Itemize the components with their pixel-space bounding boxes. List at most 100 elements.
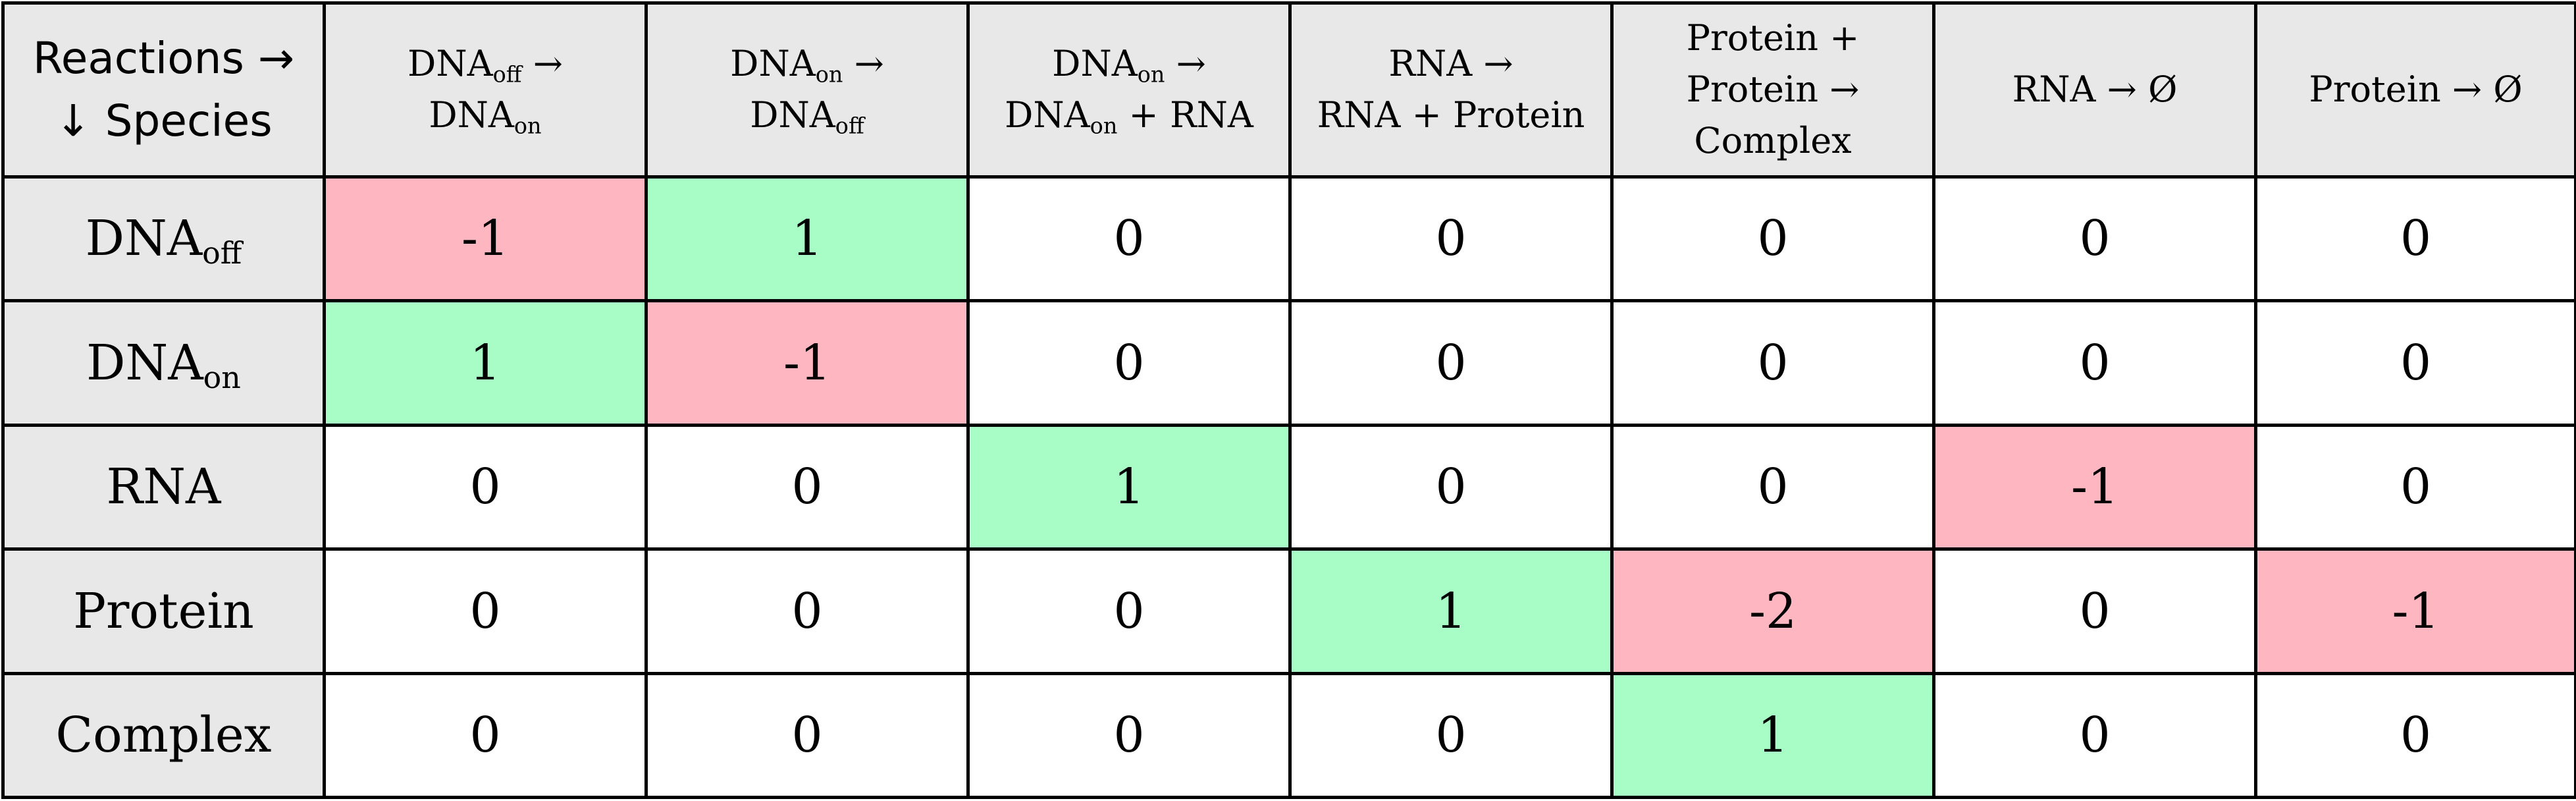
reaction-header-1: DNAoff → DNAon	[323, 1, 648, 179]
header-row: Reactions → ↓ Species DNAoff → DNAon DNAon…	[1, 1, 2576, 179]
reaction-header-2: DNAon → DNAoff	[644, 1, 970, 179]
text-part: →	[521, 43, 563, 85]
text-part: Complex	[55, 707, 272, 764]
matrix-cell: 0	[1932, 547, 2257, 675]
matrix-cell: -1	[1932, 423, 2257, 551]
text-part: DNA	[1005, 94, 1090, 136]
text-part: DNA	[730, 43, 816, 85]
matrix-cell: 0	[1610, 299, 1935, 427]
text-part: DNA	[1052, 43, 1138, 85]
reaction-line: RNA + Protein	[1294, 90, 1609, 141]
matrix-cell: -1	[323, 175, 648, 303]
species-row: DNAon 1 -1 0 0 0 0 0	[1, 299, 2576, 427]
matrix-cell: 0	[2254, 671, 2576, 800]
corner-header: Reactions → ↓ Species	[1, 1, 326, 179]
matrix-cell: 0	[644, 671, 970, 800]
reaction-line: DNAon →	[650, 38, 965, 90]
text-part: RNA + Protein	[1317, 94, 1585, 136]
matrix-cell: 0	[2254, 423, 2576, 551]
reaction-line: DNAoff →	[328, 38, 643, 90]
text-part: RNA	[106, 458, 221, 516]
subscript: on	[815, 61, 843, 88]
species-label: DNAoff	[1, 175, 326, 303]
text-part: →	[1165, 43, 1206, 85]
matrix-cell: 1	[1288, 547, 1614, 675]
reaction-header-6: RNA → Ø	[1932, 1, 2257, 179]
matrix-cell: 0	[1610, 175, 1935, 303]
reaction-header-7: Protein → Ø	[2254, 1, 2576, 179]
reaction-line: Protein +	[1616, 13, 1931, 64]
species-label: Protein	[1, 547, 326, 675]
matrix-cell: 0	[1932, 671, 2257, 800]
text-part: Protein	[73, 582, 254, 640]
subscript: off	[202, 235, 242, 271]
reaction-line: Complex	[1616, 115, 1931, 167]
corner-species-label: ↓ Species	[55, 96, 273, 147]
matrix-cell: -1	[644, 299, 970, 427]
text-part: Protein → Ø	[2309, 69, 2523, 111]
matrix-cell: 0	[1932, 175, 2257, 303]
subscript: off	[835, 113, 864, 139]
reaction-line: DNAon →	[972, 38, 1287, 90]
species-row: Protein 0 0 0 1 -2 0 -1	[1, 547, 2576, 675]
matrix-cell: 0	[1288, 423, 1614, 551]
matrix-cell: 0	[1288, 175, 1614, 303]
matrix-cell: 0	[966, 299, 1292, 427]
text-part: →	[843, 43, 884, 85]
reaction-line: Protein → Ø	[2259, 64, 2573, 115]
text-part: DNA	[407, 43, 493, 85]
species-row: Complex 0 0 0 0 1 0 0	[1, 671, 2576, 800]
matrix-cell: 1	[966, 423, 1292, 551]
reaction-line: RNA → Ø	[1937, 64, 2253, 115]
subscript: off	[492, 61, 522, 88]
matrix-cell: 0	[323, 423, 648, 551]
text-part: DNA	[750, 94, 835, 136]
reaction-line: RNA →	[1294, 38, 1609, 90]
matrix-cell: 0	[966, 175, 1292, 303]
matrix-cell: 0	[323, 671, 648, 800]
matrix-cell: 0	[644, 423, 970, 551]
matrix-cell: 0	[1288, 671, 1614, 800]
reaction-line: Protein →	[1616, 64, 1931, 115]
text-part: DNA	[86, 334, 203, 391]
text-part: Protein +	[1686, 16, 1860, 59]
text-part: DNA	[85, 210, 203, 267]
matrix-cell: 0	[323, 547, 648, 675]
species-row: DNAoff -1 1 0 0 0 0 0	[1, 175, 2576, 303]
text-part: Complex	[1694, 120, 1852, 162]
subscript: on	[1137, 61, 1165, 88]
matrix-cell: -1	[2254, 547, 2576, 675]
matrix-cell: 1	[323, 299, 648, 427]
corner-reactions-label: Reactions →	[32, 32, 295, 84]
matrix-cell: 0	[1288, 299, 1614, 427]
subscript: on	[1090, 113, 1118, 139]
reaction-line: DNAon	[328, 90, 643, 141]
species-label: DNAon	[1, 299, 326, 427]
matrix-cell: 1	[1610, 671, 1935, 800]
matrix-cell: 0	[2254, 175, 2576, 303]
reaction-line: DNAon + RNA	[972, 90, 1287, 141]
text-part: DNA	[429, 94, 514, 136]
subscript: on	[513, 113, 542, 139]
matrix-cell: 1	[644, 175, 970, 303]
matrix-cell: -2	[1610, 547, 1935, 675]
text-part: + RNA	[1117, 94, 1253, 136]
text-part: Protein →	[1686, 69, 1860, 111]
matrix-cell: 0	[2254, 299, 2576, 427]
matrix-cell: 0	[966, 547, 1292, 675]
text-part: RNA → Ø	[2012, 69, 2178, 111]
matrix-cell: 0	[1932, 299, 2257, 427]
matrix-cell: 0	[644, 547, 970, 675]
reaction-header-3: DNAon → DNAon + RNA	[966, 1, 1292, 179]
matrix-cell: 0	[966, 671, 1292, 800]
subscript: on	[203, 359, 241, 395]
reaction-line: DNAoff	[650, 90, 965, 141]
matrix-cell: 0	[1610, 423, 1935, 551]
reaction-header-4: RNA → RNA + Protein	[1288, 1, 1614, 179]
text-part: RNA →	[1388, 43, 1513, 85]
species-label: Complex	[1, 671, 326, 800]
species-row: RNA 0 0 1 0 0 -1 0	[1, 423, 2576, 551]
species-label: RNA	[1, 423, 326, 551]
reaction-header-5: Protein + Protein → Complex	[1610, 1, 1935, 179]
